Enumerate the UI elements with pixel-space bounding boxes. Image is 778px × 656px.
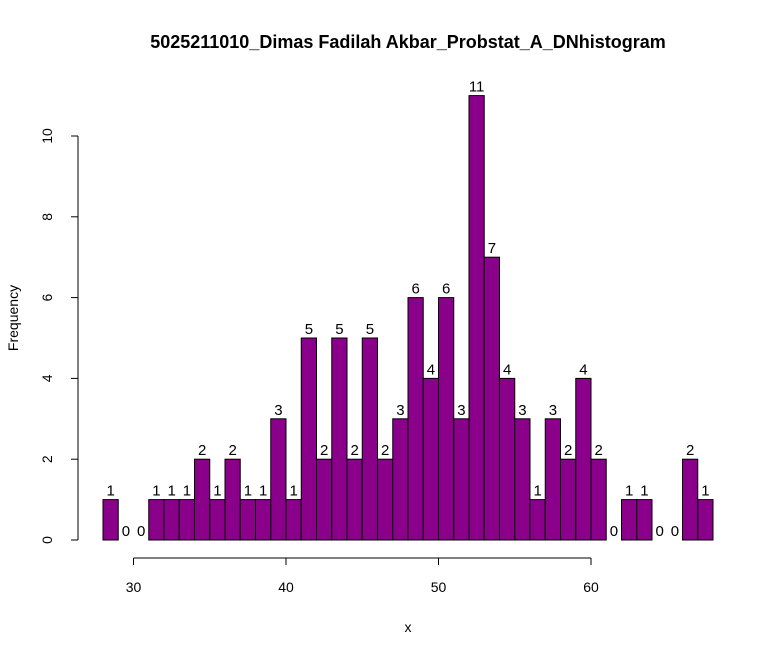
histogram-bar [361,337,378,541]
histogram-bar [255,499,272,541]
histogram-bar [377,458,394,541]
histogram-bar [575,377,592,541]
histogram-bar [529,499,546,541]
histogram-bar [621,499,638,541]
bar-count-label: 3 [274,402,282,419]
histogram-bar [209,499,226,541]
histogram-bar [346,458,363,541]
bar-count-label: 2 [198,442,206,459]
bar-count-label: 1 [259,483,267,500]
histogram-bar [270,418,287,541]
bar-count-label: 1 [289,483,297,500]
bar-count-label: 1 [533,483,541,500]
histogram-bar [285,499,302,541]
bar-count-label: 2 [228,442,236,459]
histogram-bar [239,499,256,541]
bar-count-label: 1 [625,483,633,500]
y-tick-label: 10 [39,128,55,144]
histogram-bar [544,418,561,541]
bar-count-label: 1 [213,483,221,500]
bar-count-label: 3 [396,402,404,419]
histogram-bar [392,418,409,541]
bar-count-label: 4 [503,361,511,378]
bar-count-label: 11 [469,79,485,96]
x-axis-label: x [405,619,412,635]
bar-count-label: 2 [381,442,389,459]
histogram-bar [514,418,531,541]
bar-count-label: 2 [594,442,602,459]
histogram-bar [697,499,714,541]
bar-count-label: 2 [686,442,694,459]
x-tick-label: 30 [126,579,142,595]
bar-count-label: 2 [564,442,572,459]
histogram-bar [316,458,333,541]
y-tick-label: 8 [39,213,55,221]
bars-group [102,95,714,541]
y-tick-label: 4 [39,374,55,382]
histogram-bar [194,458,211,541]
x-tick-label: 50 [431,579,447,595]
bar-count-label: 7 [488,240,496,257]
bar-count-label: 1 [701,483,709,500]
histogram-bar [560,458,577,541]
y-tick-label: 6 [39,293,55,301]
histogram-bar [300,337,317,541]
histogram-bar [102,499,119,541]
histogram-bar [422,377,439,541]
bar-count-label: 5 [335,321,343,338]
chart-title: 5025211010_Dimas Fadilah Akbar_Probstat_… [150,32,666,52]
histogram-bar [682,458,699,541]
bar-count-label: 1 [167,483,175,500]
bar-count-label: 1 [640,483,648,500]
bar-count-label: 0 [610,523,618,540]
histogram-bar [438,297,455,541]
histogram-bar [499,377,516,541]
bar-count-label: 1 [106,483,114,500]
histogram-bar [224,458,241,541]
histogram-bar [483,256,500,541]
bar-count-label: 6 [411,281,419,298]
bar-count-label: 6 [442,281,450,298]
bar-count-label: 0 [137,523,145,540]
y-tick-label: 0 [39,536,55,544]
bar-count-label: 3 [518,402,526,419]
histogram-bar [407,297,424,541]
histogram-bar [636,499,653,541]
histogram-bar [163,499,180,541]
bar-count-label: 2 [320,442,328,459]
y-axis-label: Frequency [5,285,21,351]
x-tick-label: 40 [278,579,294,595]
histogram-bar [468,95,485,541]
bar-count-label: 5 [305,321,313,338]
bar-count-label: 4 [427,361,435,378]
bar-count-label: 3 [457,402,465,419]
bar-count-label: 2 [350,442,358,459]
y-tick-label: 2 [39,455,55,463]
bar-count-label: 0 [671,523,679,540]
bar-count-label: 3 [549,402,557,419]
y-axis: 0 2 4 6 8 10 [39,128,79,544]
bar-count-label: 5 [366,321,374,338]
bar-count-label: 1 [183,483,191,500]
bar-count-label: 0 [122,523,130,540]
histogram-bar [590,458,607,541]
histogram-bar [453,418,470,541]
histogram-bar [178,499,195,541]
bar-count-label: 1 [152,483,160,500]
x-axis: 30 40 50 60 [126,557,599,595]
histogram-bar [148,499,165,541]
histogram-bar [331,337,348,541]
x-tick-label: 60 [583,579,599,595]
bar-count-label: 4 [579,361,587,378]
bar-count-label: 1 [244,483,252,500]
bar-count-label: 0 [655,523,663,540]
